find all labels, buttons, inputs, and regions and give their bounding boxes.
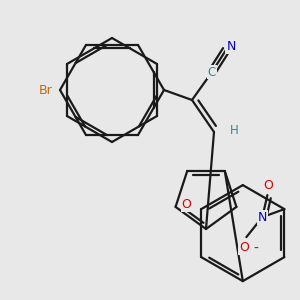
Text: C: C [208,65,216,79]
Text: O: O [182,198,191,212]
Text: O: O [263,178,273,192]
Text: N: N [258,211,267,224]
Text: Br: Br [38,83,52,97]
Text: H: H [230,124,239,136]
Text: O: O [239,241,249,254]
Text: N: N [226,40,236,52]
Text: -: - [253,242,258,256]
